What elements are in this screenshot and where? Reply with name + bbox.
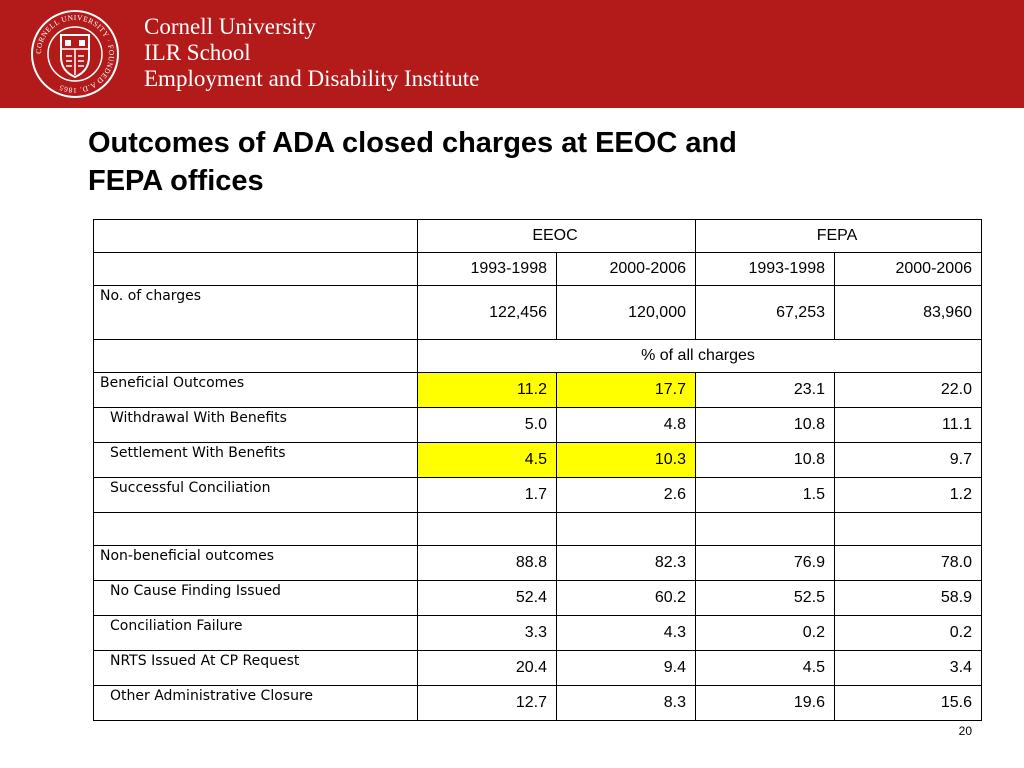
row-label: No Cause Finding Issued	[93, 580, 418, 616]
period-header: 1993-1998	[417, 252, 557, 286]
table-cell: 3.4	[834, 650, 982, 686]
table-row: Beneficial Outcomes 11.2 17.7 23.1 22.0	[93, 372, 982, 408]
charges-row: No. of charges 122,456 120,000 67,253 83…	[93, 285, 982, 340]
table-row: No Cause Finding Issued 52.4 60.2 52.5 5…	[93, 580, 982, 616]
empty-cell	[556, 512, 696, 546]
group-header-fepa: FEPA	[695, 219, 982, 253]
table-cell-highlighted: 11.2	[417, 372, 557, 408]
table-cell: 78.0	[834, 545, 982, 581]
empty-cell	[93, 512, 418, 546]
table-cell: 10.8	[695, 442, 835, 478]
table-cell-highlighted: 10.3	[556, 442, 696, 478]
table-row: Settlement With Benefits 4.5 10.3 10.8 9…	[93, 442, 982, 478]
table-cell: 2.6	[556, 477, 696, 513]
org-line-school: ILR School	[144, 40, 251, 65]
org-name: Cornell University ILR School Employment…	[144, 14, 479, 92]
header-banner: CORNELL UNIVERSITY · FOUNDED A.D. 1865 C…	[0, 0, 1024, 108]
period-header: 2000-2006	[556, 252, 696, 286]
table-cell: 22.0	[834, 372, 982, 408]
corner-cell	[93, 252, 418, 286]
table-cell: 4.8	[556, 407, 696, 443]
table-cell: 52.5	[695, 580, 835, 616]
table-cell: 58.9	[834, 580, 982, 616]
table-cell: 19.6	[695, 685, 835, 721]
outcomes-table: EEOC FEPA 1993-1998 2000-2006 1993-1998 …	[93, 219, 982, 721]
table-cell: 4.5	[695, 650, 835, 686]
row-label: Beneficial Outcomes	[93, 372, 418, 408]
table-cell: 67,253	[695, 285, 835, 340]
table-cell: 88.8	[417, 545, 557, 581]
percent-header-row: % of all charges	[93, 339, 982, 373]
table-cell: 4.3	[556, 615, 696, 651]
percent-header: % of all charges	[417, 339, 982, 373]
slide-title: Outcomes of ADA closed charges at EEOC a…	[88, 124, 948, 200]
table-cell-highlighted: 4.5	[417, 442, 557, 478]
table-cell: 9.4	[556, 650, 696, 686]
period-header: 2000-2006	[834, 252, 982, 286]
table-cell: 1.7	[417, 477, 557, 513]
table-cell: 120,000	[556, 285, 696, 340]
row-label: Conciliation Failure	[93, 615, 418, 651]
table-cell: 83,960	[834, 285, 982, 340]
table-row: Conciliation Failure 3.3 4.3 0.2 0.2	[93, 615, 982, 651]
group-header-eeoc: EEOC	[417, 219, 696, 253]
table-cell: 20.4	[417, 650, 557, 686]
empty-cell	[695, 512, 835, 546]
table-cell-highlighted: 17.7	[556, 372, 696, 408]
cornell-seal-logo: CORNELL UNIVERSITY · FOUNDED A.D. 1865	[31, 10, 119, 98]
table-cell: 1.5	[695, 477, 835, 513]
row-label: Withdrawal With Benefits	[93, 407, 418, 443]
table-row: NRTS Issued At CP Request 20.4 9.4 4.5 3…	[93, 650, 982, 686]
table-row: Other Administrative Closure 12.7 8.3 19…	[93, 685, 982, 721]
table-cell: 1.2	[834, 477, 982, 513]
org-line-university: Cornell University	[144, 14, 316, 39]
period-header-row: 1993-1998 2000-2006 1993-1998 2000-2006	[93, 252, 982, 286]
table-cell: 0.2	[695, 615, 835, 651]
page-number: 20	[958, 724, 972, 738]
group-header-row: EEOC FEPA	[93, 219, 982, 253]
table-cell: 8.3	[556, 685, 696, 721]
row-label: No. of charges	[93, 285, 418, 340]
row-label: Settlement With Benefits	[93, 442, 418, 478]
table-cell: 12.7	[417, 685, 557, 721]
table-cell: 52.4	[417, 580, 557, 616]
table-cell: 122,456	[417, 285, 557, 340]
table-cell: 10.8	[695, 407, 835, 443]
table-cell: 82.3	[556, 545, 696, 581]
table-cell: 9.7	[834, 442, 982, 478]
row-label: Non-beneficial outcomes	[93, 545, 418, 581]
row-label: Other Administrative Closure	[93, 685, 418, 721]
table-cell: 15.6	[834, 685, 982, 721]
row-label: NRTS Issued At CP Request	[93, 650, 418, 686]
empty-cell	[834, 512, 982, 546]
table-cell: 76.9	[695, 545, 835, 581]
table-row: Non-beneficial outcomes 88.8 82.3 76.9 7…	[93, 545, 982, 581]
empty-cell	[417, 512, 557, 546]
table-row: Withdrawal With Benefits 5.0 4.8 10.8 11…	[93, 407, 982, 443]
table-cell: 3.3	[417, 615, 557, 651]
table-row: Successful Conciliation 1.7 2.6 1.5 1.2	[93, 477, 982, 513]
table-cell: 5.0	[417, 407, 557, 443]
org-line-institute: Employment and Disability Institute	[144, 66, 480, 91]
corner-cell	[93, 219, 418, 253]
table-cell: 23.1	[695, 372, 835, 408]
period-header: 1993-1998	[695, 252, 835, 286]
row-label: Successful Conciliation	[93, 477, 418, 513]
table-cell: 0.2	[834, 615, 982, 651]
table-cell: 60.2	[556, 580, 696, 616]
empty-row	[93, 512, 982, 546]
corner-cell	[93, 339, 418, 373]
slide-title-line1: Outcomes of ADA closed charges at EEOC a…	[88, 127, 737, 159]
table-cell: 11.1	[834, 407, 982, 443]
slide-title-line2: FEPA offices	[88, 165, 264, 197]
